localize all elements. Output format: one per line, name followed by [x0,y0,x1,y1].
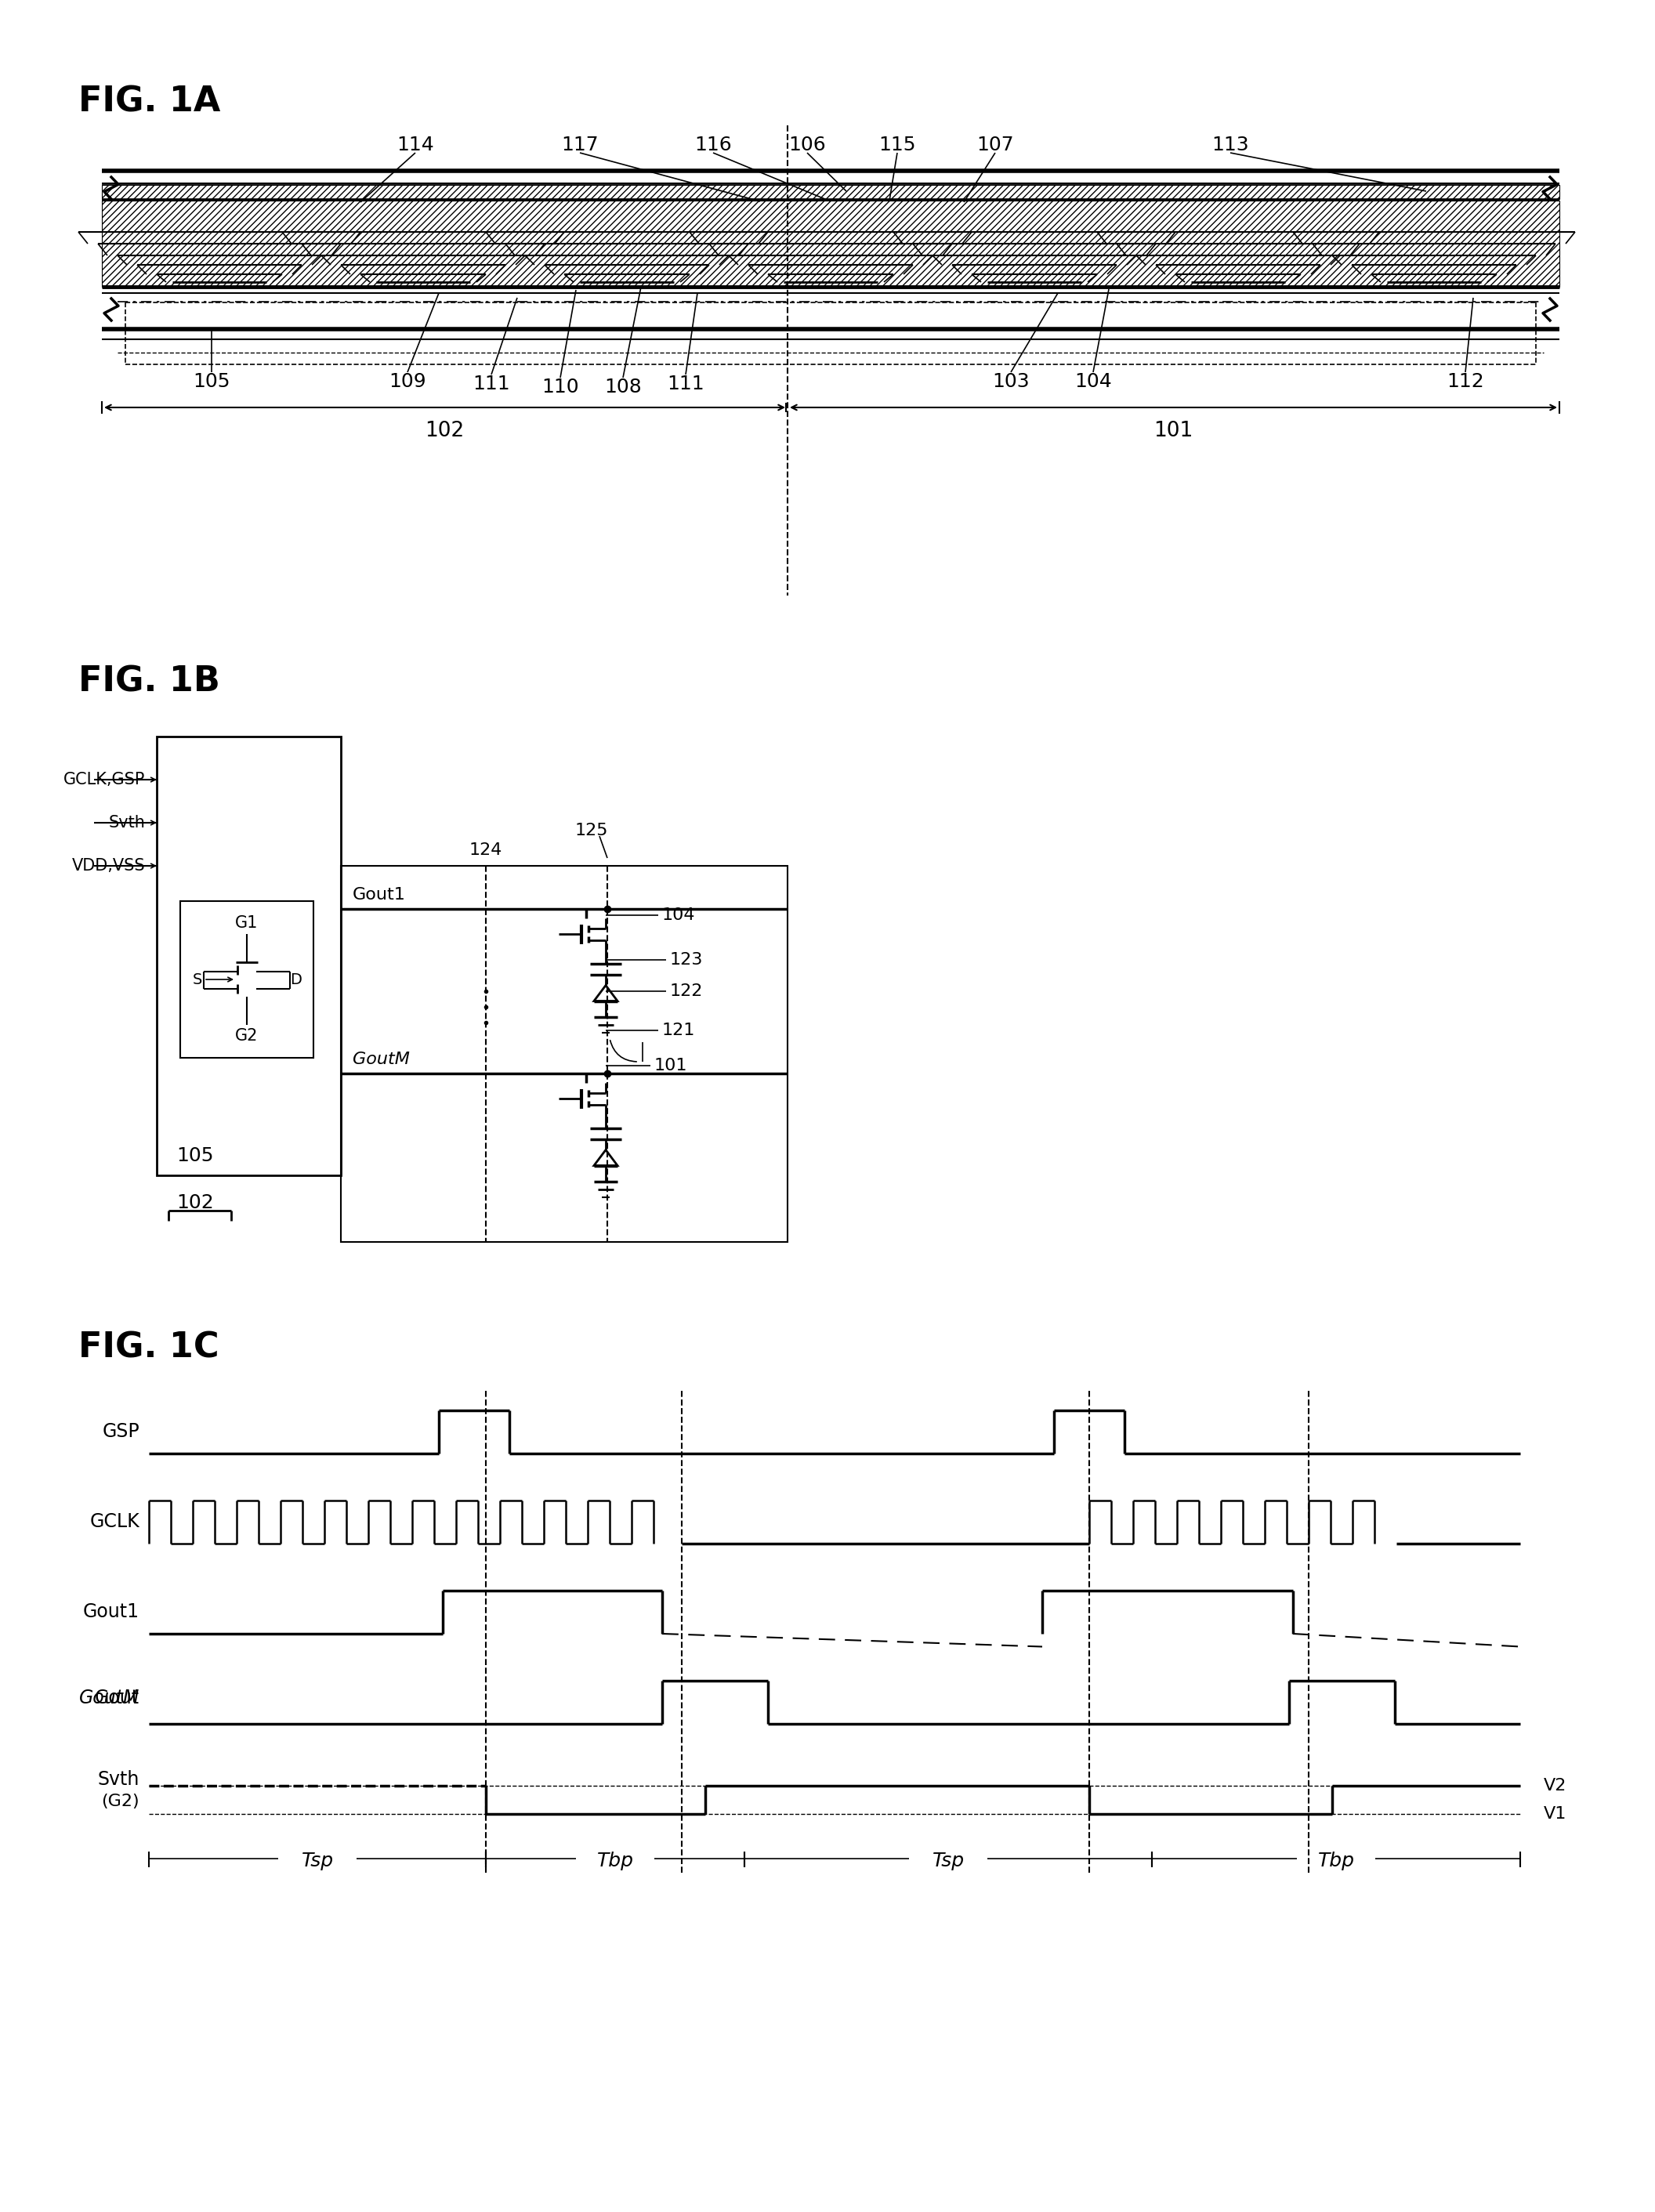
Text: 113: 113 [1211,135,1250,155]
Bar [103,186,1559,199]
Text: 111: 111 [473,374,510,394]
Text: 109: 109 [389,372,425,392]
Text: Tbp: Tbp [1317,1851,1354,1871]
Text: 122: 122 [670,984,703,1000]
Text: 105: 105 [194,372,230,392]
Text: GCLK,GSP: GCLK,GSP [63,772,146,787]
Text: 112: 112 [1446,372,1485,392]
Text: D: D [290,971,301,987]
Text: V2: V2 [1544,1778,1567,1794]
Text: G2: G2 [235,1029,258,1044]
Text: 104: 104 [662,907,695,922]
Text: 103: 103 [993,372,1029,392]
Text: 114: 114 [397,135,434,155]
Text: 107: 107 [976,135,1015,155]
Text: 116: 116 [695,135,732,155]
Text: FIG. 1A: FIG. 1A [78,84,220,119]
Text: 102: 102 [425,420,463,440]
Text: 110: 110 [541,378,579,396]
Text: G1: G1 [235,916,258,931]
Text: 102: 102 [177,1192,213,1212]
Text: 121: 121 [662,1022,695,1037]
Text: 105: 105 [177,1146,213,1166]
Text: FIG. 1B: FIG. 1B [78,666,220,699]
Text: 111: 111 [667,374,705,394]
Text: GoutΜ: GoutΜ [79,1688,139,1708]
Text: 123: 123 [670,951,703,967]
Text: 125: 125 [574,823,609,838]
Text: FIG. 1C: FIG. 1C [78,1332,218,1365]
Text: GoutΜ: GoutΜ [353,1051,410,1066]
Text: 106: 106 [788,135,826,155]
Text: 124: 124 [470,843,503,858]
Text: 104: 104 [1074,372,1112,392]
Text: 101: 101 [1154,420,1193,440]
Text: (G2): (G2) [101,1794,139,1809]
Bar [180,900,313,1057]
Text: Tsp: Tsp [301,1851,333,1871]
Text: Svth: Svth [98,1770,139,1790]
Text: V1: V1 [1544,1807,1567,1823]
Text: 108: 108 [604,378,642,396]
Bar [341,865,788,1241]
Text: Gout: Gout [94,1688,139,1708]
Bar [157,737,341,1175]
Text: 115: 115 [879,135,915,155]
Text: S: S [192,971,202,987]
Bar [103,201,1559,288]
Text: Gout1: Gout1 [83,1601,139,1621]
Text: GSP: GSP [103,1422,139,1440]
Text: 101: 101 [654,1057,687,1073]
Text: Tbp: Tbp [597,1851,634,1871]
Text: 117: 117 [561,135,599,155]
Text: Gout1: Gout1 [353,887,405,902]
Text: VDD,VSS: VDD,VSS [71,858,146,874]
Text: GCLK: GCLK [89,1513,139,1531]
Text: Tsp: Tsp [932,1851,965,1871]
Text: Svth: Svth [108,814,146,830]
